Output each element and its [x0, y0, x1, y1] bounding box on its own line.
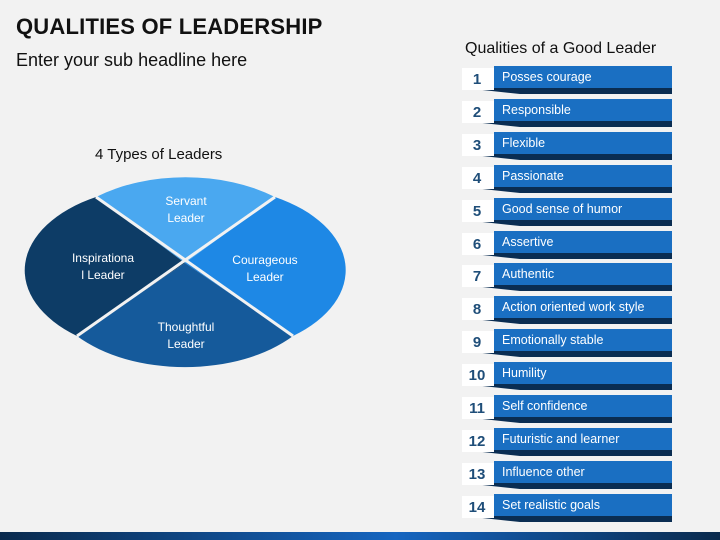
- quadrant-servant: [96, 177, 275, 263]
- quadrant-label-servant: Servant Leader: [165, 194, 207, 225]
- quality-ribbon: [462, 198, 672, 226]
- quality-item: 9 Emotionally stable: [462, 329, 672, 357]
- slide-title: QUALITIES OF LEADERSHIP: [16, 14, 323, 39]
- quality-number: 8: [472, 301, 482, 318]
- quality-item: 10 Humility: [462, 362, 672, 390]
- quality-number: 13: [468, 466, 486, 483]
- quality-item: 13 Influence other: [462, 461, 672, 489]
- quadrant-label-inspirational: Inspirationa l Leader: [71, 251, 135, 282]
- quality-label: Influence other: [502, 465, 585, 479]
- quality-ribbon: [462, 296, 672, 324]
- slide-subtitle: Enter your sub headline here: [16, 50, 248, 70]
- quality-number: 9: [472, 334, 482, 351]
- quality-ribbon: [462, 329, 672, 357]
- quality-ribbon: [462, 231, 672, 259]
- quality-ribbon: [462, 395, 672, 423]
- quality-number: 11: [469, 400, 485, 417]
- quadrant-courageous: [185, 197, 346, 336]
- quality-number: 6: [472, 236, 482, 253]
- quality-ribbon: [462, 165, 672, 193]
- quality-item: 2 Responsible: [462, 99, 672, 127]
- quality-number: 7: [472, 268, 482, 285]
- quadrant-thoughtful: [77, 263, 293, 368]
- quality-label: Set realistic goals: [502, 498, 600, 512]
- quality-item: 14 Set realistic goals: [462, 494, 672, 522]
- quality-label: Emotionally stable: [502, 333, 604, 347]
- quality-ribbon: [462, 362, 672, 390]
- quality-label: Humility: [502, 366, 547, 380]
- quadrant-label-courageous: Courageous Leader: [232, 253, 298, 284]
- quality-label: Assertive: [502, 235, 554, 249]
- quality-item: 4 Passionate: [462, 165, 672, 193]
- quality-label: Flexible: [502, 136, 546, 150]
- quality-ribbon: [462, 494, 672, 522]
- diagram-title: 4 Types of Leaders: [95, 146, 223, 163]
- quality-item: 3 Flexible: [462, 132, 672, 160]
- quality-ribbon: [462, 99, 672, 127]
- quality-item: 1 Posses courage: [462, 66, 672, 94]
- quality-number: 12: [468, 433, 486, 450]
- quadrant-label-thoughtful: Thoughtful Leader: [157, 320, 215, 351]
- quality-ribbon: [462, 461, 672, 489]
- quality-label: Action oriented work style: [502, 300, 645, 314]
- quality-item: 8 Action oriented work style: [462, 296, 672, 324]
- qualities-title: Qualities of a Good Leader: [465, 40, 657, 57]
- quality-item: 12 Futuristic and learner: [462, 428, 672, 456]
- quality-item: 6 Assertive: [462, 231, 672, 259]
- quality-number: 5: [472, 203, 482, 220]
- quality-item: 5 Good sense of humor: [462, 198, 672, 226]
- quality-number: 10: [468, 367, 486, 384]
- quality-ribbon: [462, 428, 672, 456]
- quality-label: Passionate: [502, 169, 564, 183]
- quality-label: Responsible: [502, 103, 571, 117]
- quality-item: 11 Self confidence: [462, 395, 672, 423]
- quality-number: 2: [472, 104, 482, 121]
- quality-label: Authentic: [502, 267, 555, 281]
- quality-number: 1: [472, 71, 482, 88]
- quality-ribbon: [462, 132, 672, 160]
- quality-label: Self confidence: [502, 399, 588, 413]
- quality-number: 3: [472, 137, 482, 154]
- quality-ribbon: [462, 66, 672, 94]
- quality-number: 14: [468, 499, 486, 516]
- quality-label: Posses courage: [502, 70, 592, 84]
- quality-ribbon: [462, 263, 672, 291]
- quality-label: Good sense of humor: [502, 202, 623, 216]
- quadrant-inspirational: [24, 197, 186, 336]
- quality-number: 4: [472, 170, 482, 187]
- quality-label: Futuristic and learner: [502, 432, 620, 446]
- footer-bar: [0, 532, 720, 540]
- quality-item: 7 Authentic: [462, 263, 672, 291]
